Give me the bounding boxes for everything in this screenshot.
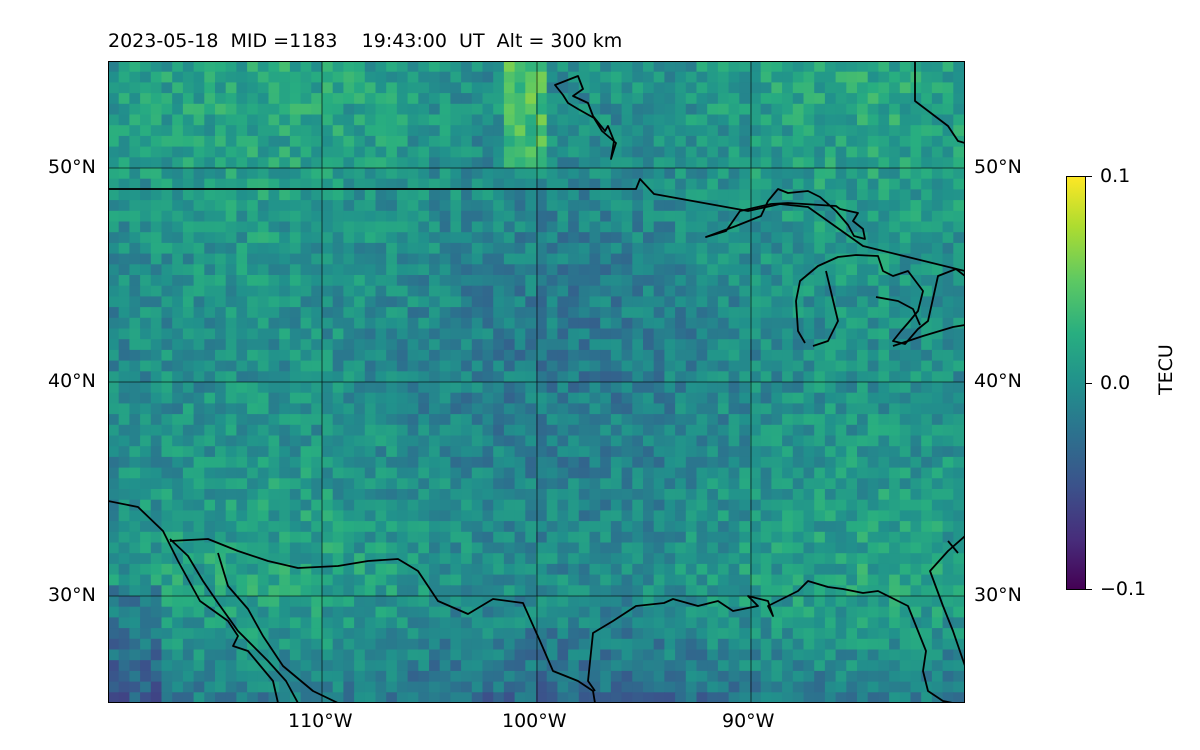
lat-label-right-40: 40°N — [974, 370, 1022, 392]
coastlines — [108, 61, 965, 703]
lon-label-100w: 100°W — [502, 710, 567, 732]
lat-label-left-30: 30°N — [48, 584, 96, 606]
lat-label-right-30: 30°N — [974, 584, 1022, 606]
title-time: 19:43:00 UT — [361, 30, 485, 52]
colorbar-tick-bottom — [1086, 589, 1092, 590]
title-date: 2023-05-18 — [108, 30, 219, 52]
lon-label-90w: 90°W — [722, 710, 775, 732]
tec-map — [108, 61, 965, 703]
colorbar-title: TECU — [1155, 344, 1177, 395]
title-altitude: Alt = 300 km — [496, 30, 623, 52]
lat-label-right-50: 50°N — [974, 156, 1022, 178]
colorbar-label-min: −0.1 — [1100, 578, 1147, 600]
colorbar — [1066, 176, 1086, 590]
colorbar-tick-mid — [1086, 383, 1092, 384]
map-title: 2023-05-18 MID =1183 19:43:00 UT Alt = 3… — [108, 30, 622, 52]
colorbar-label-max: 0.1 — [1100, 165, 1131, 187]
colorbar-label-zero: 0.0 — [1100, 372, 1131, 394]
lat-label-left-50: 50°N — [48, 156, 96, 178]
colorbar-tick-top — [1086, 176, 1092, 177]
tec-grid-cells — [108, 61, 965, 703]
lon-label-110w: 110°W — [288, 710, 353, 732]
lat-label-left-40: 40°N — [48, 370, 96, 392]
title-mid: MID =1183 — [230, 30, 338, 52]
